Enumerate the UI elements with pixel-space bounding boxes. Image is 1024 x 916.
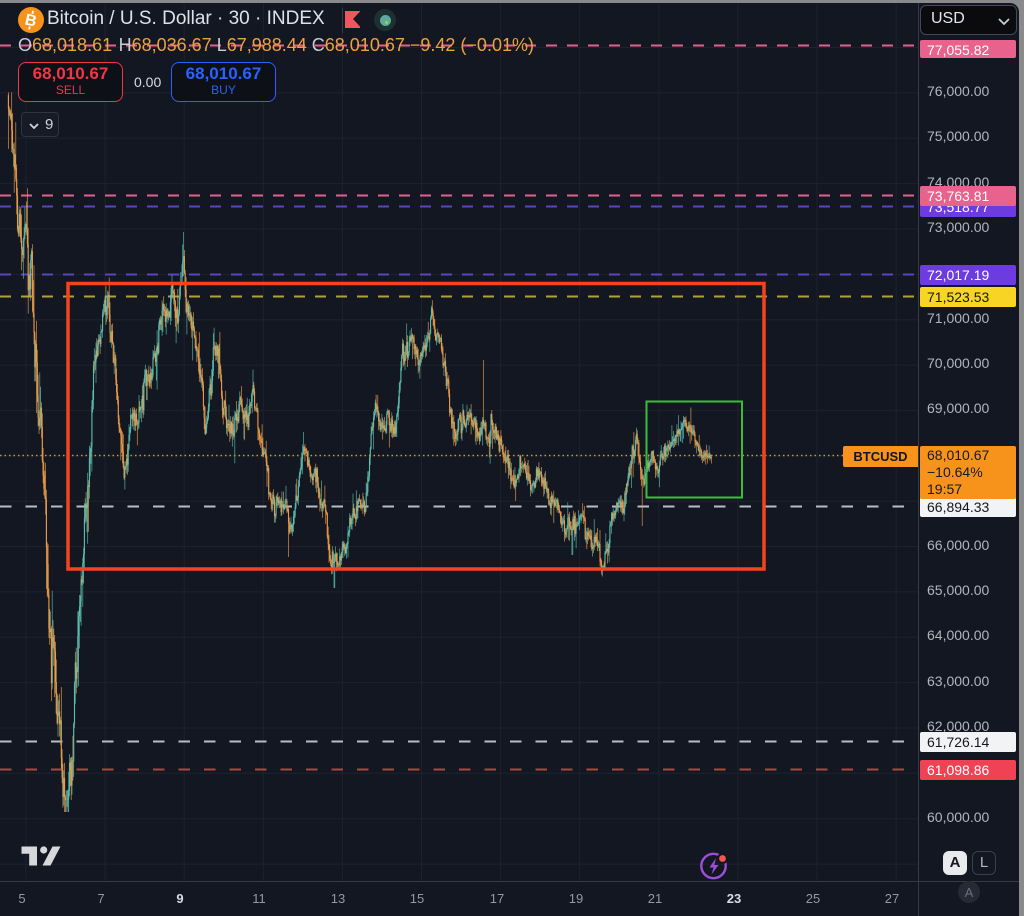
svg-text:A: A	[965, 885, 974, 900]
svg-text:B: B	[23, 12, 38, 31]
